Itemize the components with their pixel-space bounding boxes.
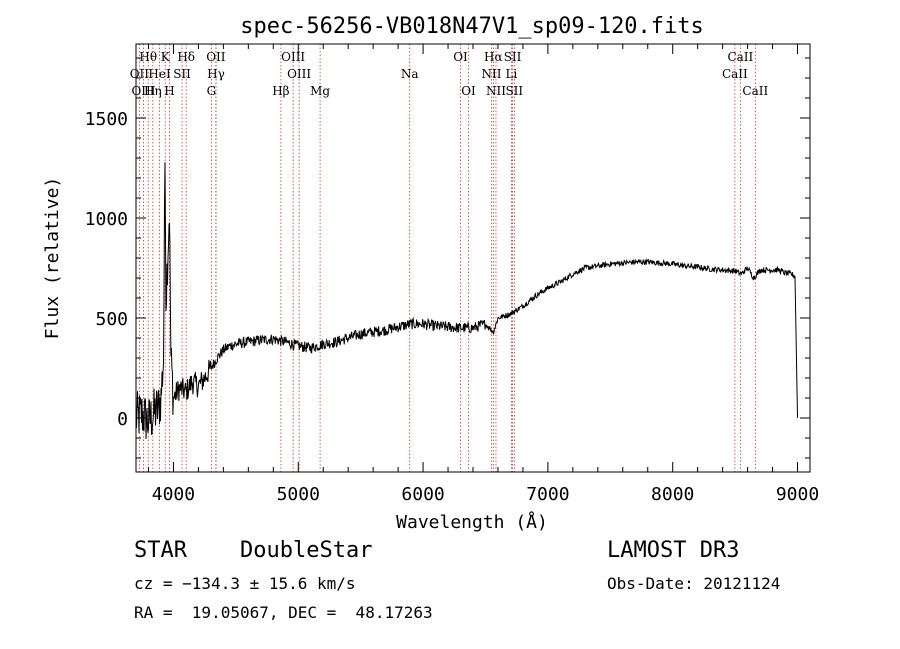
x-tick-label: 5000 [277,484,320,505]
line-label-0: Hθ [139,50,157,64]
y-tick-label: 500 [95,309,128,330]
line-label-11: SII [173,67,191,81]
line-label-3: OII [206,50,226,64]
line-label-18: OIII [131,84,155,98]
line-label-19: Hη [144,84,162,98]
chart-title: spec-56256-VB018N47V1_sp09-120.fits [240,14,704,39]
survey-name: LAMOST DR3 [607,538,740,563]
line-label-15: NII [481,67,501,81]
spectrum-line [135,162,798,440]
observation-date: Obs-Date: 20121124 [607,574,781,593]
object-subclass: DoubleStar [240,538,373,563]
x-axis-label: Wavelength (Å) [396,511,548,533]
redshift-cz: cz = −134.3 ± 15.6 km/s [134,574,356,593]
line-label-5: OI [453,50,468,64]
line-label-10: HeI [148,67,171,81]
line-label-16: Li [506,67,518,81]
line-label-21: G [207,84,217,98]
y-tick-label: 0 [117,409,128,430]
x-tick-label: 8000 [651,484,694,505]
line-label-14: Na [401,67,419,81]
line-label-6: Hα [484,50,503,64]
x-tick-label: 6000 [401,484,444,505]
y-tick-label: 1500 [85,109,128,130]
y-axis-label: Flux (relative) [42,177,63,340]
line-label-24: OI [461,84,476,98]
plot-frame [135,43,811,473]
x-tick-label: 7000 [526,484,569,505]
line-label-27: CaII [742,84,768,98]
line-label-13: OIII [287,67,311,81]
line-label-22: Hβ [272,84,289,98]
line-label-20: H [164,84,174,98]
x-tick-label: 4000 [152,484,195,505]
line-label-17: CaII [722,67,748,81]
line-label-8: CaII [727,50,753,64]
axis-ticks: 4000 5000 6000 7000 8000 9000 0 500 1000 1500 [85,44,819,505]
line-label-26: SII [505,84,523,98]
line-label-23: Mg [310,84,330,98]
line-label-25: NII [486,84,506,98]
x-tick-label: 9000 [776,484,819,505]
line-markers [138,44,756,472]
line-label-1: K [161,50,171,64]
line-label-7: SII [504,50,522,64]
line-label-12: Hγ [207,67,225,81]
line-label-4: OIII [281,50,305,64]
line-label-2: Hδ [177,50,195,64]
object-class: STAR [134,538,187,563]
coordinates: RA = 19.05067, DEC = 48.17263 [134,603,433,622]
line-label-9: OII [130,67,150,81]
axes [135,43,811,473]
y-tick-label: 1000 [85,209,128,230]
